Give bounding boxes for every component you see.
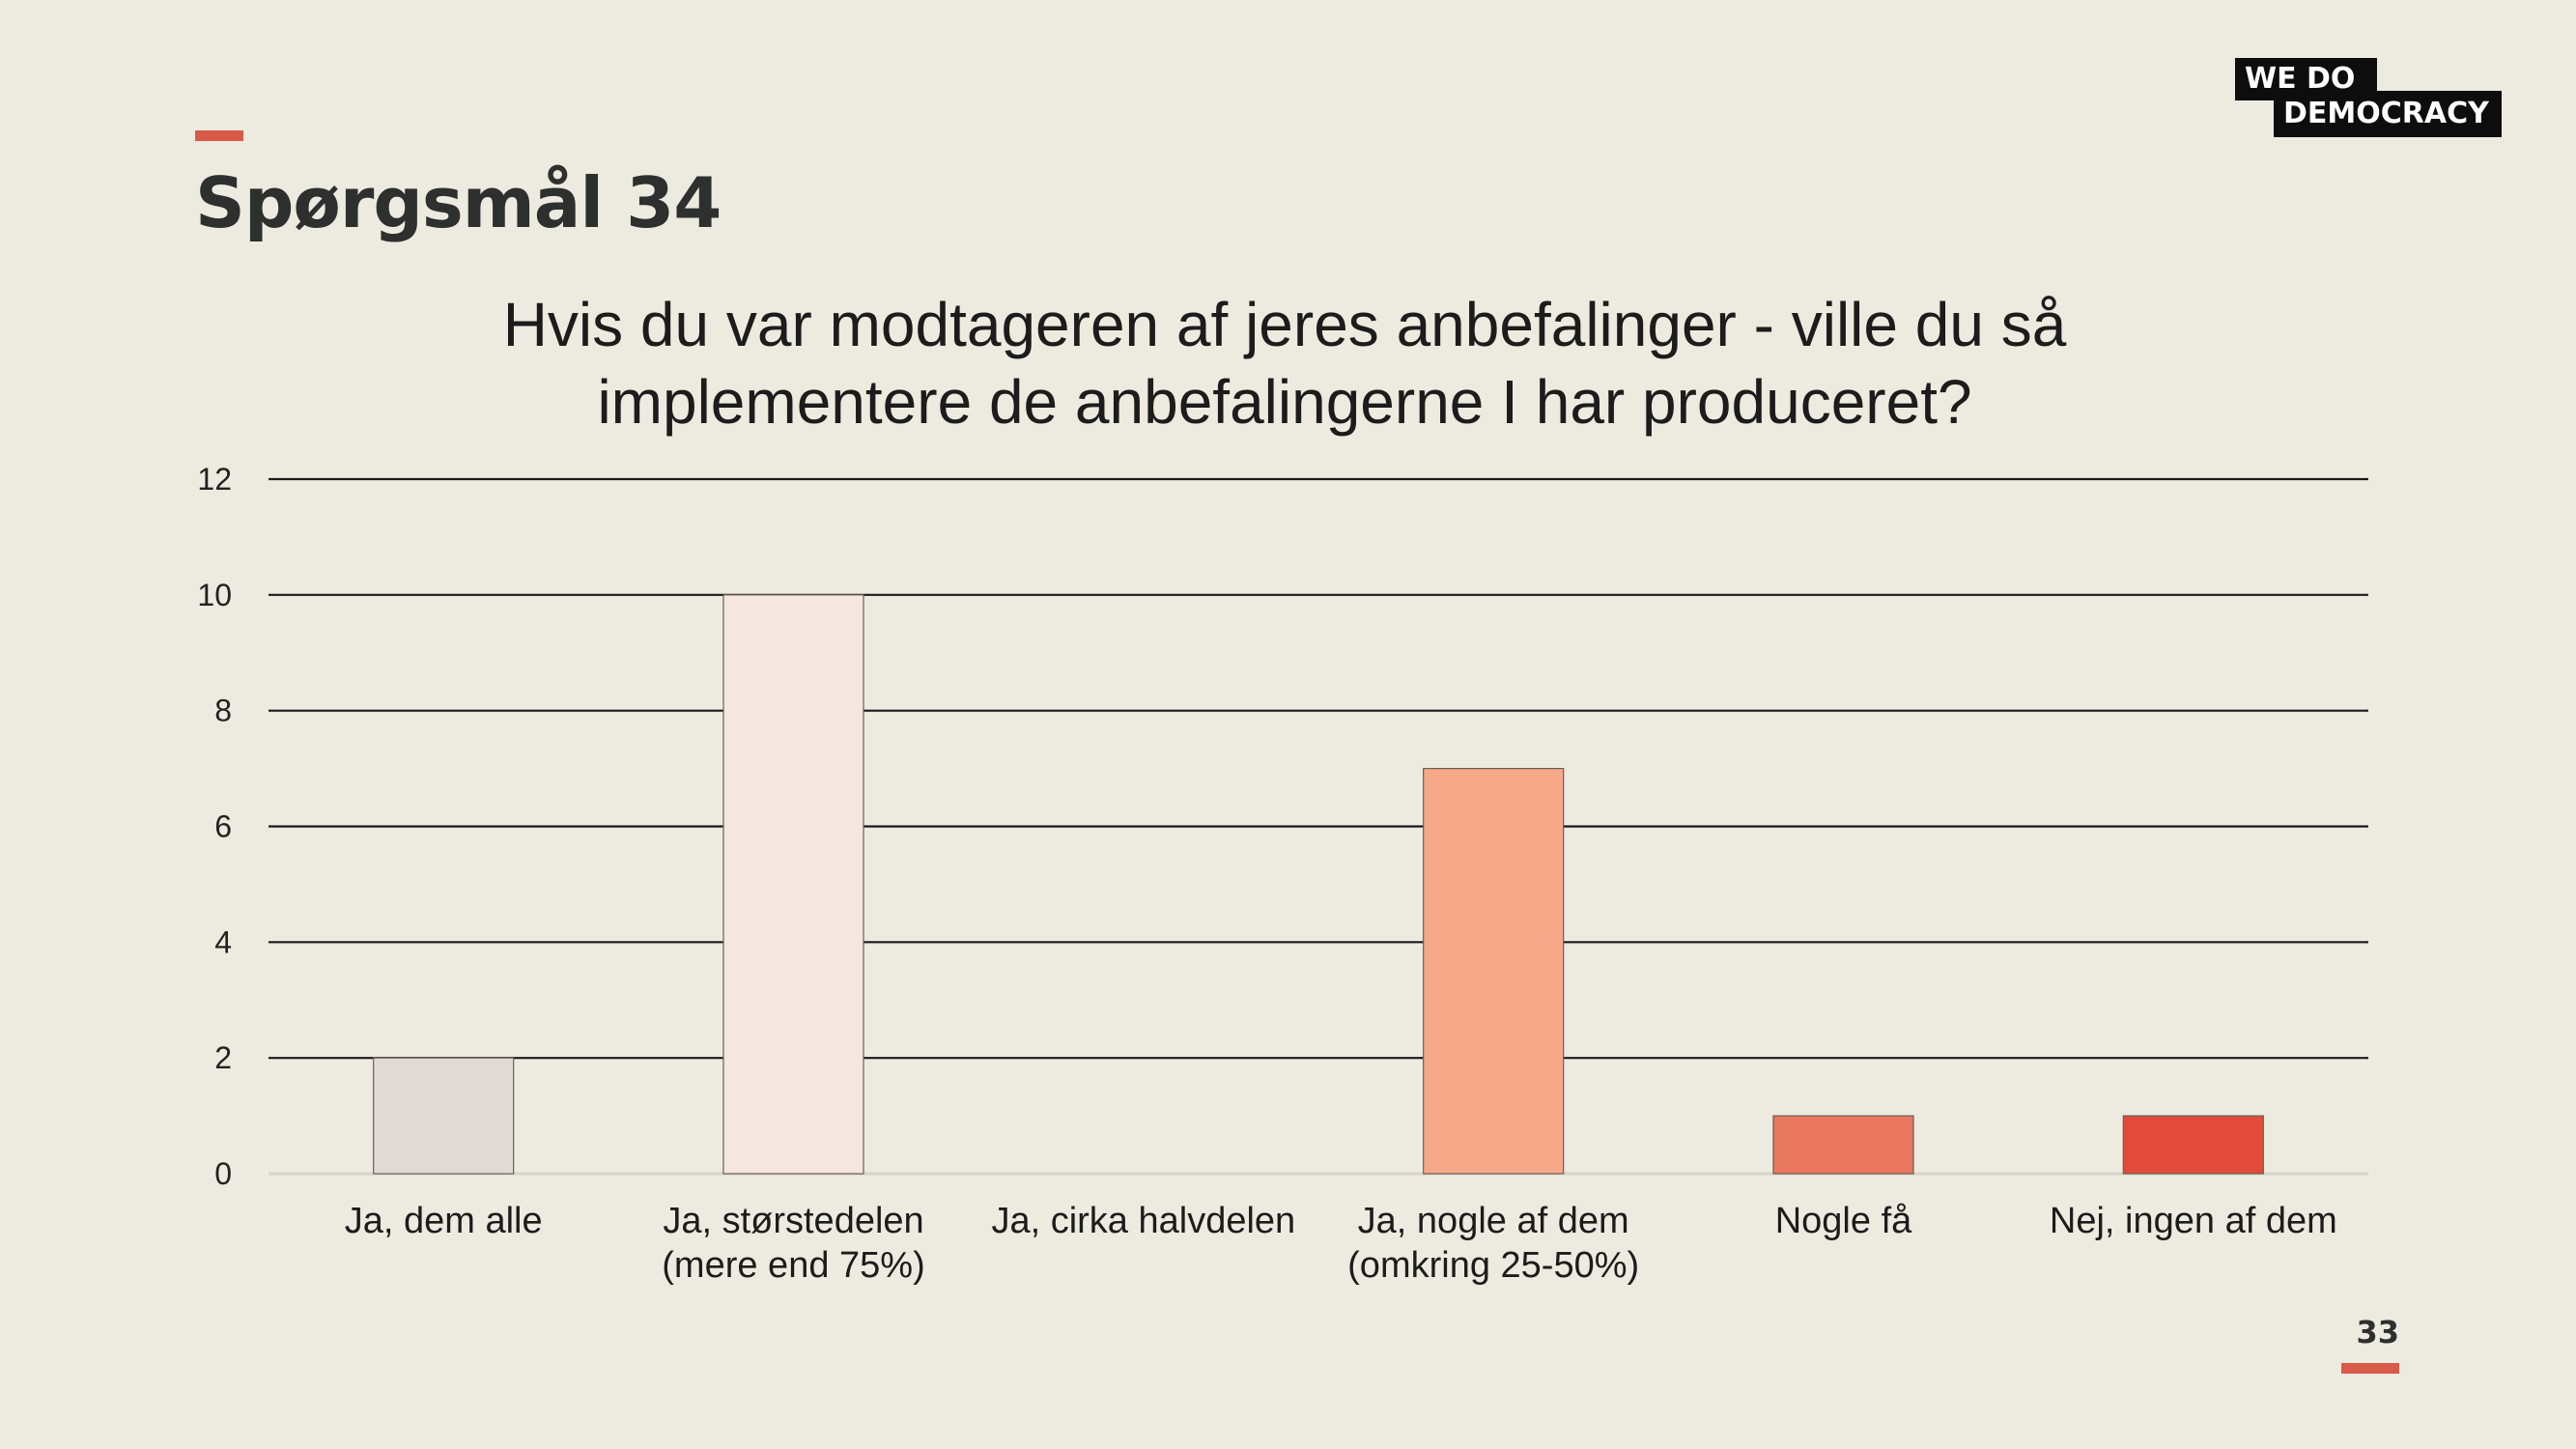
chart-title-line-2: implementere de anbefalingerne I har pro… xyxy=(597,367,1972,437)
y-tick-label: 12 xyxy=(197,462,232,497)
x-tick-label: Ja, cirka halvdelen xyxy=(991,1201,1295,1241)
bar xyxy=(722,594,864,1175)
y-tick-label: 6 xyxy=(214,810,232,844)
x-tick-label: (omkring 25-50%) xyxy=(1347,1245,1639,1286)
page-number: 33 xyxy=(2356,1314,2399,1350)
bottom-accent-bar xyxy=(2341,1363,2399,1374)
page-title: Spørgsmål 34 xyxy=(195,162,722,243)
y-tick-label: 2 xyxy=(214,1040,232,1075)
chart-title: Hvis du var modtageren af jeres anbefali… xyxy=(319,286,2250,440)
bar xyxy=(2122,1115,2264,1175)
x-tick-label: (mere end 75%) xyxy=(662,1245,924,1286)
logo-line-2: DEMOCRACY xyxy=(2274,91,2502,137)
x-tick-label: Nej, ingen af dem xyxy=(2050,1201,2337,1241)
x-tick-label: Ja, dem alle xyxy=(345,1201,543,1241)
y-tick-label: 4 xyxy=(214,924,232,959)
bar xyxy=(1423,767,1565,1175)
top-accent-bar xyxy=(195,130,243,141)
x-tick-label: Ja, nogle af dem xyxy=(1358,1201,1629,1241)
y-tick-label: 8 xyxy=(214,694,232,728)
x-tick-label: Ja, størstedelen xyxy=(663,1201,923,1241)
y-tick-label: 0 xyxy=(214,1156,232,1191)
bar xyxy=(1772,1115,1914,1175)
bar xyxy=(373,1057,515,1175)
y-tick-label: 10 xyxy=(197,578,232,612)
we-do-democracy-logo: WE DO DEMOCRACY xyxy=(2235,58,2502,137)
chart-title-line-1: Hvis du var modtageren af jeres anbefali… xyxy=(502,290,2067,359)
x-tick-label: Nogle få xyxy=(1775,1201,1912,1241)
